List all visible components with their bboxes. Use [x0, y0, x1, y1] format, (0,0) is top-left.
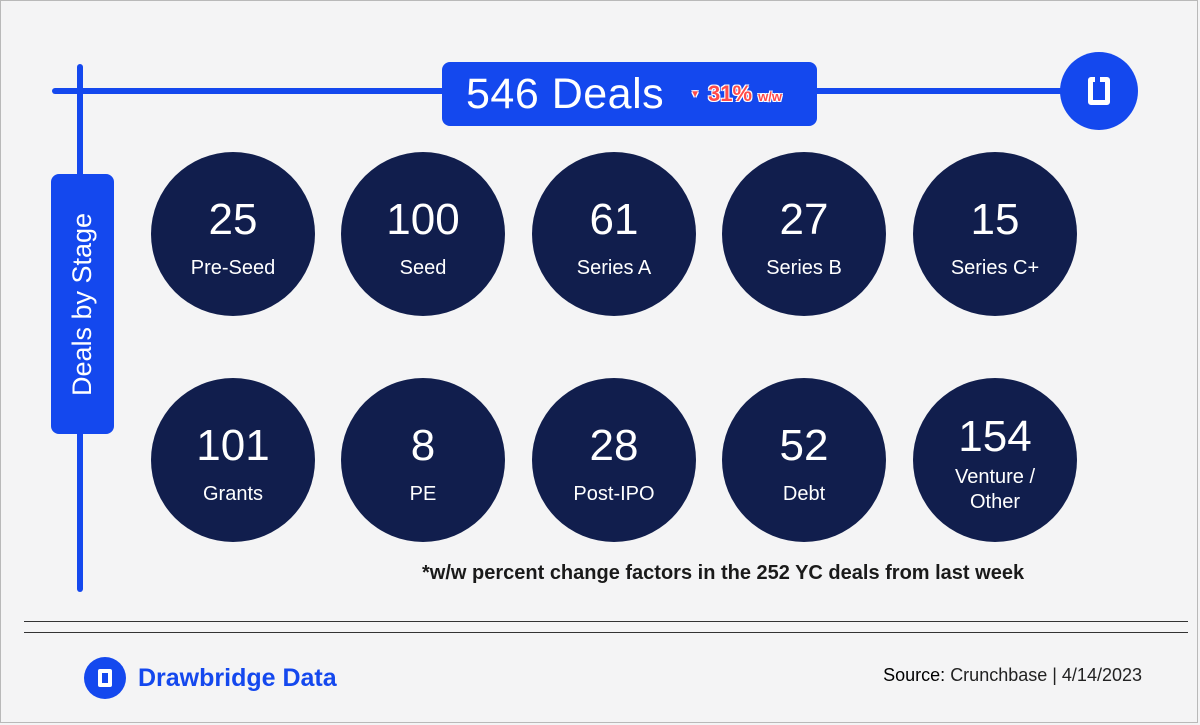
- change-percent: 31%: [708, 81, 753, 106]
- stage-count: 52: [779, 420, 829, 470]
- total-deals-banner: 546 Deals ▼ 31% w/w: [442, 62, 817, 126]
- stage-circle-series-c-plus: 15 Series C+: [913, 152, 1077, 316]
- stage-label: Series A: [576, 256, 652, 279]
- stage-label: Debt: [782, 482, 826, 505]
- stage-label: Post-IPO: [573, 482, 655, 505]
- stage-circle-series-b: 27 Series B: [722, 152, 886, 316]
- deals-by-stage-label-box: Deals by Stage: [51, 174, 114, 434]
- source-text: Crunchbase | 4/14/2023: [950, 665, 1142, 685]
- stage-count: 101: [196, 420, 270, 470]
- stage-count: 27: [779, 194, 829, 244]
- stage-count: 100: [386, 194, 460, 244]
- stage-count: 28: [589, 420, 639, 470]
- stage-circle-post-ipo: 28 Post-IPO: [532, 378, 696, 542]
- stage-circle-series-a: 61 Series A: [532, 152, 696, 316]
- stage-circle-venture-other: 154 Venture / Other: [913, 378, 1077, 542]
- down-arrow-icon: ▼: [690, 89, 701, 100]
- stage-label: Series B: [766, 256, 842, 279]
- stage-circle-pe: 8 PE: [341, 378, 505, 542]
- change-unit: w/w: [758, 89, 782, 104]
- stage-count: 8: [410, 420, 436, 470]
- stage-circle-seed: 100 Seed: [341, 152, 505, 316]
- source-label: Source:: [883, 665, 946, 685]
- source-citation: Source: Crunchbase | 4/14/2023: [883, 665, 1142, 686]
- stage-label: PE: [409, 482, 437, 505]
- stage-circle-debt: 52 Debt: [722, 378, 886, 542]
- brand-footer: Drawbridge Data: [84, 657, 337, 699]
- stage-label: Seed: [399, 256, 447, 279]
- stage-count: 25: [208, 194, 258, 244]
- drawbridge-logo-icon: [84, 657, 126, 699]
- stage-count: 61: [589, 194, 639, 244]
- weekly-change: ▼ 31% w/w: [690, 81, 782, 107]
- divider: [24, 621, 1188, 622]
- stage-label: Venture / Other: [954, 466, 1036, 513]
- stage-label: Pre-Seed: [190, 256, 276, 279]
- deals-by-stage-label: Deals by Stage: [67, 212, 98, 396]
- brand-name: Drawbridge Data: [138, 663, 337, 692]
- total-deals-title: 546 Deals: [466, 69, 665, 118]
- stage-label: Series C+: [950, 256, 1040, 279]
- divider: [24, 632, 1188, 633]
- stage-count: 154: [958, 412, 1032, 461]
- stage-label: Grants: [202, 482, 264, 505]
- footnote: *w/w percent change factors in the 252 Y…: [422, 562, 1025, 584]
- stage-circle-grants: 101 Grants: [151, 378, 315, 542]
- stage-count: 15: [970, 194, 1020, 244]
- drawbridge-logo-icon: [1060, 52, 1138, 130]
- stage-circle-pre-seed: 25 Pre-Seed: [151, 152, 315, 316]
